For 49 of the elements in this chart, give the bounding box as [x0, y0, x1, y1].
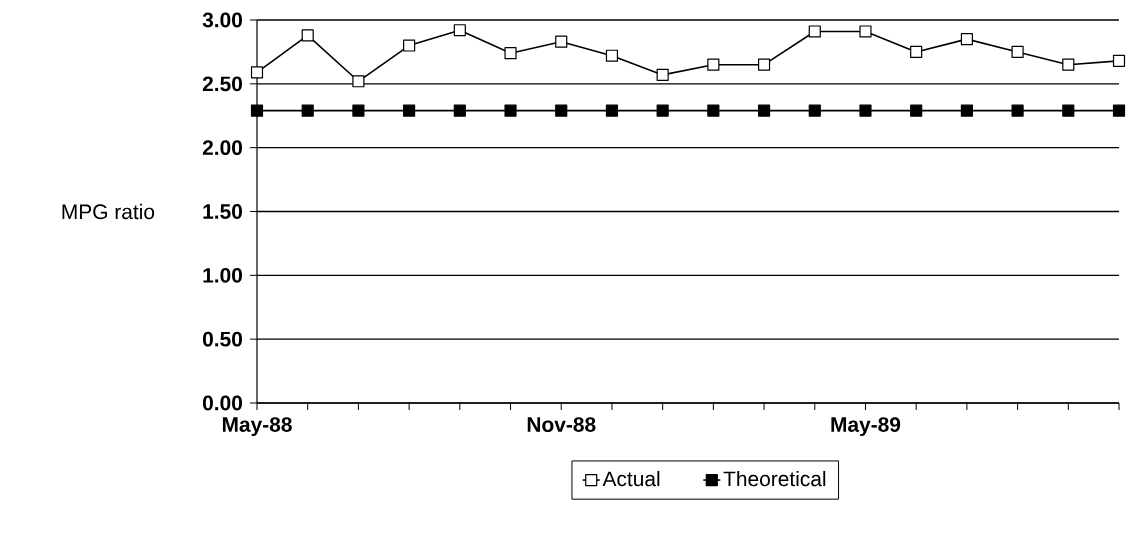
legend-label: Theoretical [723, 470, 826, 487]
point [352, 75, 365, 88]
point [1062, 58, 1075, 71]
point [960, 104, 973, 117]
point [808, 25, 821, 38]
x-tick-label: May-89 [831, 417, 901, 437]
point [707, 104, 720, 117]
point [301, 104, 314, 117]
point [808, 104, 821, 117]
point [910, 104, 923, 117]
point [555, 104, 568, 117]
point [1011, 45, 1024, 58]
y-tick-label: 0.00 [202, 395, 242, 411]
y-tick-label: 1.00 [203, 267, 242, 283]
point [250, 104, 264, 117]
point [1011, 104, 1024, 117]
point [757, 104, 771, 117]
point [453, 104, 466, 117]
point [605, 104, 619, 117]
point [250, 66, 264, 79]
point [605, 49, 619, 62]
point [504, 47, 517, 60]
point [960, 33, 973, 46]
point [403, 104, 416, 117]
y-tick-label: 0.50 [202, 331, 242, 347]
point [1112, 104, 1126, 117]
x-tick-label: Nov-88 [527, 417, 596, 432]
y-tick-label: 1.50 [203, 204, 242, 219]
point [656, 104, 669, 117]
point [504, 104, 517, 117]
y-tick-label: 2.50 [202, 76, 242, 92]
point [453, 24, 466, 37]
point [859, 104, 872, 117]
point [1062, 104, 1075, 117]
point [403, 39, 416, 52]
point [859, 25, 872, 38]
point [656, 68, 669, 81]
y-axis-title: MPG ratio [62, 203, 155, 220]
point [1112, 54, 1126, 67]
point [707, 58, 720, 71]
y-tick-label: 2.00 [202, 140, 242, 156]
point [757, 58, 771, 71]
x-tick-label: May-88 [222, 417, 292, 437]
point [910, 45, 923, 58]
point [301, 29, 314, 42]
legend-label: Actual [602, 470, 660, 487]
point [555, 35, 568, 48]
point [352, 104, 365, 117]
y-tick-label: 3.00 [202, 12, 242, 28]
